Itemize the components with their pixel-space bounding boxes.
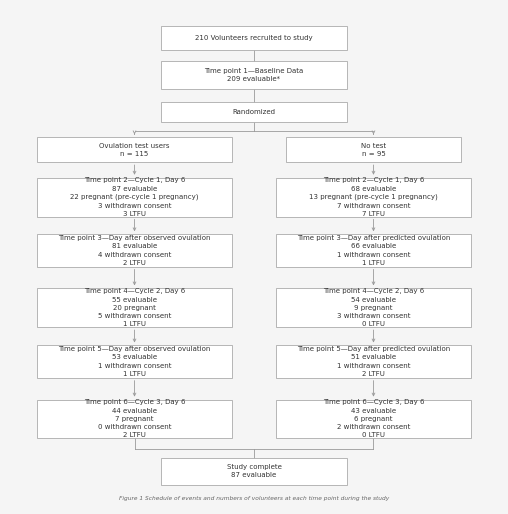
Text: 210 Volunteers recruited to study: 210 Volunteers recruited to study [195,34,313,41]
Text: No test
n = 95: No test n = 95 [361,142,386,157]
FancyBboxPatch shape [285,137,461,162]
FancyBboxPatch shape [37,399,232,438]
Text: Time point 4—Cycle 2, Day 6
55 evaluable
20 pregnant
5 withdrawn consent
1 LTFU: Time point 4—Cycle 2, Day 6 55 evaluable… [84,288,185,327]
FancyBboxPatch shape [37,345,232,378]
Text: Time point 1—Baseline Data
209 evaluable*: Time point 1—Baseline Data 209 evaluable… [204,68,304,82]
Text: Time point 2—Cycle 1, Day 6
87 evaluable
22 pregnant (pre-cycle 1 pregnancy)
3 w: Time point 2—Cycle 1, Day 6 87 evaluable… [70,177,199,217]
Text: Randomized: Randomized [233,109,275,115]
FancyBboxPatch shape [37,178,232,216]
Text: Time point 5—Day after predicted ovulation
51 evaluable
1 withdrawn consent
2 LT: Time point 5—Day after predicted ovulati… [297,346,450,377]
FancyBboxPatch shape [276,399,471,438]
Text: Figure 1 Schedule of events and numbers of volunteers at each time point during : Figure 1 Schedule of events and numbers … [119,496,389,501]
Text: Study complete
87 evaluable: Study complete 87 evaluable [227,464,281,479]
FancyBboxPatch shape [162,61,346,89]
FancyBboxPatch shape [162,102,346,122]
Text: Time point 3—Day after predicted ovulation
66 evaluable
1 withdrawn consent
1 LT: Time point 3—Day after predicted ovulati… [297,235,450,266]
FancyBboxPatch shape [37,234,232,267]
FancyBboxPatch shape [276,178,471,216]
Text: Time point 4—Cycle 2, Day 6
54 evaluable
9 pregnant
3 withdrawn consent
0 LTFU: Time point 4—Cycle 2, Day 6 54 evaluable… [323,288,424,327]
FancyBboxPatch shape [162,457,346,485]
FancyBboxPatch shape [276,345,471,378]
Text: Time point 6—Cycle 3, Day 6
44 evaluable
7 pregnant
0 withdrawn consent
2 LTFU: Time point 6—Cycle 3, Day 6 44 evaluable… [84,399,185,438]
FancyBboxPatch shape [37,288,232,327]
Text: Time point 5—Day after observed ovulation
53 evaluable
1 withdrawn consent
1 LTF: Time point 5—Day after observed ovulatio… [58,346,211,377]
Text: Time point 6—Cycle 3, Day 6
43 evaluable
6 pregnant
2 withdrawn consent
0 LTFU: Time point 6—Cycle 3, Day 6 43 evaluable… [323,399,424,438]
FancyBboxPatch shape [162,26,346,49]
FancyBboxPatch shape [276,288,471,327]
FancyBboxPatch shape [37,137,232,162]
FancyBboxPatch shape [276,234,471,267]
Text: Time point 3—Day after observed ovulation
81 evaluable
4 withdrawn consent
2 LTF: Time point 3—Day after observed ovulatio… [58,235,211,266]
Text: Ovulation test users
n = 115: Ovulation test users n = 115 [99,142,170,157]
Text: Time point 2—Cycle 1, Day 6
68 evaluable
13 pregnant (pre-cycle 1 pregnancy)
7 w: Time point 2—Cycle 1, Day 6 68 evaluable… [309,177,438,217]
